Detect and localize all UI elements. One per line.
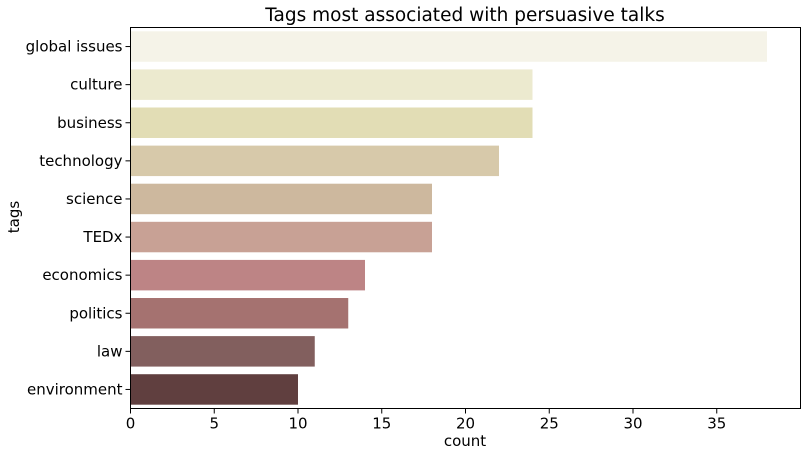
bar-economics	[130, 259, 365, 291]
bar-tedx	[130, 221, 432, 253]
x-tick-label: 0	[126, 415, 136, 433]
y-tick-label: law	[97, 342, 123, 360]
bars-group	[130, 31, 767, 405]
y-axis-ticks: global issues culture business technology sc…	[26, 38, 131, 398]
y-tick-label: economics	[42, 266, 122, 284]
y-tick-label: environment	[27, 380, 123, 398]
chart-title: Tags most associated with persuasive tal…	[264, 5, 664, 26]
x-tick-label: 25	[540, 415, 559, 433]
bar-law	[130, 336, 315, 367]
plot-frame	[130, 27, 801, 409]
bar-environment	[130, 374, 298, 405]
x-tick-label: 20	[456, 415, 475, 433]
bar-science	[130, 183, 432, 215]
x-axis-ticks: 0 5 10 15 20 25 30 35	[126, 408, 726, 433]
bar-culture	[130, 69, 533, 100]
y-tick-label: technology	[39, 152, 122, 170]
bar-technology	[130, 145, 499, 177]
x-axis-label: count	[444, 432, 486, 450]
bar-business	[130, 107, 533, 138]
y-tick-label: TEDx	[82, 228, 122, 246]
x-tick-label: 5	[209, 415, 219, 433]
y-tick-label: business	[57, 114, 123, 132]
x-tick-label: 35	[707, 415, 726, 433]
x-tick-label: 10	[288, 415, 307, 433]
y-tick-label: global issues	[26, 38, 123, 56]
x-tick-label: 30	[623, 415, 642, 433]
x-tick-label: 15	[372, 415, 391, 433]
y-tick-label: politics	[69, 304, 122, 322]
bar-politics	[130, 298, 349, 329]
y-axis-label: tags	[5, 201, 23, 234]
bar-global-issues	[130, 31, 767, 62]
y-tick-label: science	[66, 190, 122, 208]
y-tick-label: culture	[70, 76, 122, 94]
